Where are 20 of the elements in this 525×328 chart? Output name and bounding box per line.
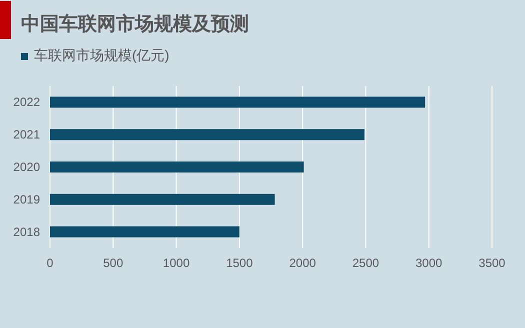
x-tick-label: 2500 bbox=[352, 256, 380, 270]
bar bbox=[50, 226, 240, 238]
bar bbox=[50, 162, 304, 172]
x-tick-label: 3500 bbox=[478, 256, 506, 270]
x-tick-label: 2000 bbox=[289, 256, 316, 270]
x-tick-label: 3000 bbox=[416, 256, 443, 270]
bar bbox=[50, 96, 426, 108]
y-tick-label: 2020 bbox=[13, 160, 40, 174]
x-tick-label: 1500 bbox=[226, 256, 254, 270]
y-tick-label: 2022 bbox=[13, 95, 40, 110]
y-tick-label: 2018 bbox=[13, 224, 40, 239]
y-tick-label: 2019 bbox=[13, 192, 40, 206]
legend-label: 车联网市场规模(亿元) bbox=[34, 47, 170, 63]
x-tick-label: 1000 bbox=[162, 256, 190, 270]
chart-title: 中国车联网市场规模及预测 bbox=[21, 13, 249, 35]
bar bbox=[50, 194, 275, 205]
x-tick-label: 0 bbox=[46, 256, 54, 270]
bar bbox=[50, 129, 364, 140]
y-tick-label: 2021 bbox=[13, 128, 40, 142]
x-tick-label: 500 bbox=[103, 256, 124, 270]
